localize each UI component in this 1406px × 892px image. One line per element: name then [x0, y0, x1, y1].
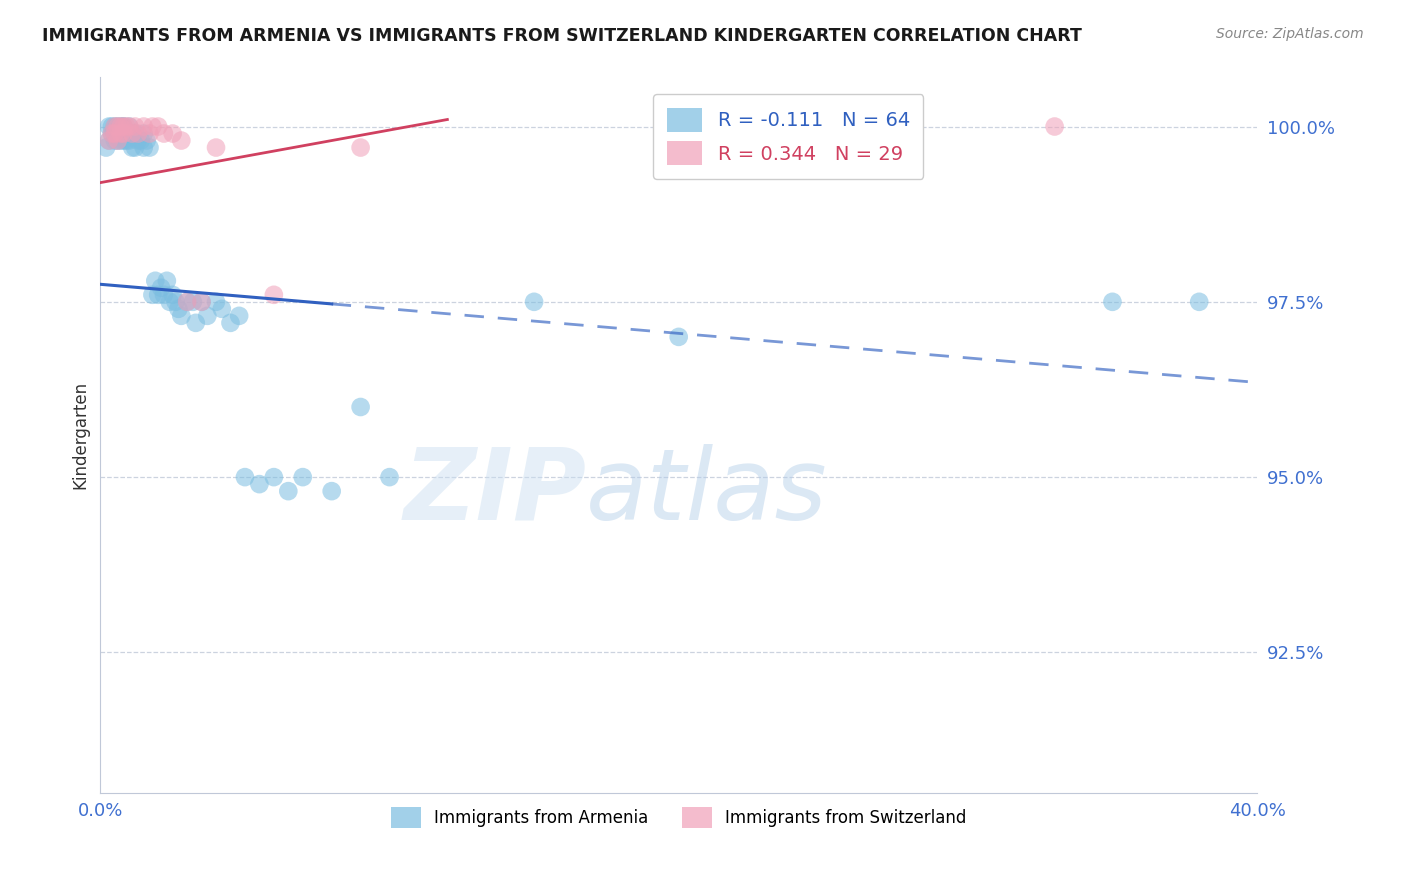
Point	[127, 127, 149, 141]
Point	[132, 127, 155, 141]
Point	[112, 127, 135, 141]
Point	[115, 120, 138, 134]
Point	[141, 288, 163, 302]
Point	[132, 120, 155, 134]
Point	[107, 134, 129, 148]
Point	[205, 294, 228, 309]
Point	[104, 134, 127, 148]
Point	[170, 134, 193, 148]
Point	[118, 120, 141, 134]
Point	[190, 294, 212, 309]
Point	[124, 120, 146, 134]
Point	[101, 127, 124, 141]
Point	[195, 309, 218, 323]
Point	[153, 127, 176, 141]
Point	[135, 134, 157, 148]
Point	[138, 127, 160, 141]
Point	[112, 127, 135, 141]
Point	[159, 294, 181, 309]
Point	[523, 294, 546, 309]
Y-axis label: Kindergarten: Kindergarten	[72, 381, 89, 489]
Point	[101, 127, 124, 141]
Point	[176, 294, 198, 309]
Point	[205, 140, 228, 154]
Point	[211, 301, 233, 316]
Point	[148, 120, 170, 134]
Point	[176, 294, 198, 309]
Point	[94, 140, 117, 154]
Point	[148, 288, 170, 302]
Point	[165, 294, 187, 309]
Point	[668, 120, 690, 134]
Point	[138, 140, 160, 154]
Point	[129, 134, 152, 148]
Point	[143, 274, 166, 288]
Point	[247, 477, 270, 491]
Point	[110, 127, 132, 141]
Point	[668, 330, 690, 344]
Point	[124, 140, 146, 154]
Point	[124, 127, 146, 141]
Point	[263, 288, 285, 302]
Point	[162, 127, 184, 141]
Point	[228, 309, 250, 323]
Point	[118, 134, 141, 148]
Point	[110, 134, 132, 148]
Point	[121, 127, 143, 141]
Point	[153, 288, 176, 302]
Point	[112, 120, 135, 134]
Text: ZIP: ZIP	[404, 443, 586, 541]
Point	[112, 120, 135, 134]
Point	[104, 127, 127, 141]
Point	[150, 281, 173, 295]
Point	[162, 288, 184, 302]
Point	[112, 134, 135, 148]
Point	[190, 294, 212, 309]
Point	[107, 134, 129, 148]
Point	[107, 127, 129, 141]
Point	[1101, 294, 1123, 309]
Point	[141, 120, 163, 134]
Point	[110, 127, 132, 141]
Point	[121, 140, 143, 154]
Point	[121, 127, 143, 141]
Point	[181, 294, 204, 309]
Point	[98, 134, 121, 148]
Point	[132, 140, 155, 154]
Point	[110, 120, 132, 134]
Point	[170, 309, 193, 323]
Text: atlas: atlas	[586, 443, 828, 541]
Point	[98, 120, 121, 134]
Point	[98, 134, 121, 148]
Point	[101, 120, 124, 134]
Point	[378, 470, 401, 484]
Point	[321, 484, 343, 499]
Point	[1043, 120, 1066, 134]
Point	[118, 120, 141, 134]
Point	[112, 120, 135, 134]
Point	[115, 134, 138, 148]
Point	[184, 316, 207, 330]
Legend: Immigrants from Armenia, Immigrants from Switzerland: Immigrants from Armenia, Immigrants from…	[384, 801, 973, 834]
Point	[349, 140, 371, 154]
Point	[349, 400, 371, 414]
Point	[107, 120, 129, 134]
Point	[233, 470, 256, 484]
Point	[167, 301, 190, 316]
Point	[263, 470, 285, 484]
Point	[104, 120, 127, 134]
Point	[110, 120, 132, 134]
Point	[277, 484, 299, 499]
Text: Source: ZipAtlas.com: Source: ZipAtlas.com	[1216, 27, 1364, 41]
Point	[115, 127, 138, 141]
Point	[107, 120, 129, 134]
Point	[104, 120, 127, 134]
Point	[104, 127, 127, 141]
Point	[291, 470, 314, 484]
Point	[1188, 294, 1211, 309]
Point	[156, 274, 179, 288]
Text: IMMIGRANTS FROM ARMENIA VS IMMIGRANTS FROM SWITZERLAND KINDERGARTEN CORRELATION : IMMIGRANTS FROM ARMENIA VS IMMIGRANTS FR…	[42, 27, 1083, 45]
Point	[127, 134, 149, 148]
Point	[219, 316, 242, 330]
